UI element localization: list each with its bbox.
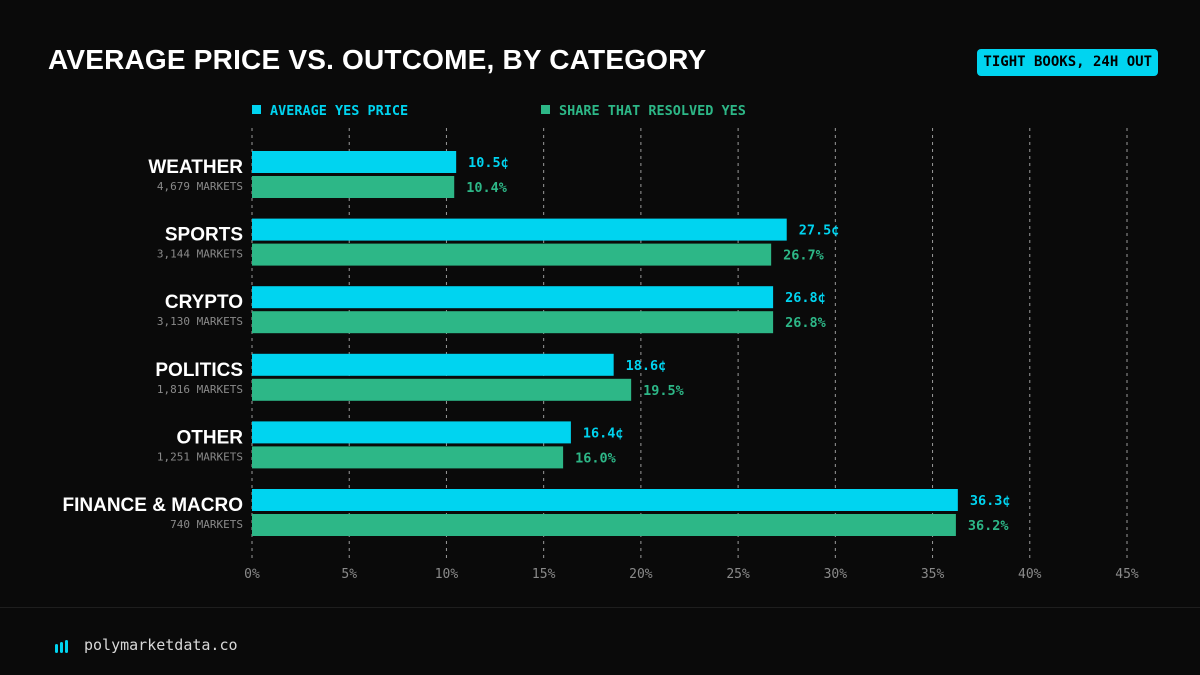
category-label: POLITICS bbox=[155, 360, 243, 381]
data-label: 10.4% bbox=[466, 180, 508, 196]
legend-label-2: SHARE THAT RESOLVED YES bbox=[559, 103, 746, 119]
bar-share-resolved-yes bbox=[252, 378, 632, 401]
chart-grid bbox=[251, 128, 1128, 560]
data-label: 26.8% bbox=[785, 315, 827, 331]
x-tick-label: 30% bbox=[824, 567, 848, 582]
category-label: WEATHER bbox=[148, 157, 243, 178]
category-label: SPORTS bbox=[165, 225, 243, 246]
footer-divider bbox=[0, 607, 1200, 608]
x-tick-label: 40% bbox=[1018, 567, 1042, 582]
legend-swatch-2 bbox=[541, 105, 550, 114]
bar-share-resolved-yes bbox=[252, 243, 772, 266]
chart-labels: WEATHER 4,679 MARKETS 10.5¢ 10.4% SPORTS 3,14… bbox=[63, 155, 1011, 534]
data-label: 10.5¢ bbox=[468, 155, 509, 171]
data-label: 27.5¢ bbox=[799, 223, 840, 239]
x-tick-label: 0% bbox=[244, 567, 260, 582]
category-market-count: 3,130 MARKETS bbox=[157, 315, 243, 328]
data-label: 18.6¢ bbox=[626, 358, 667, 374]
bar-chart-logo-icon bbox=[55, 640, 68, 653]
x-tick-label: 20% bbox=[629, 567, 653, 582]
chart-bars bbox=[252, 151, 958, 536]
category-label: OTHER bbox=[177, 427, 244, 448]
x-tick-label: 35% bbox=[921, 567, 945, 582]
chart-legend: AVERAGE YES PRICE SHARE THAT RESOLVED YES bbox=[252, 103, 746, 119]
data-label: 36.3¢ bbox=[970, 493, 1011, 509]
x-tick-label: 10% bbox=[435, 567, 459, 582]
legend-label-1: AVERAGE YES PRICE bbox=[270, 103, 408, 119]
data-label: 36.2% bbox=[968, 518, 1010, 534]
bar-chart: AVERAGE YES PRICE SHARE THAT RESOLVED YES… bbox=[63, 103, 1139, 582]
bar-share-resolved-yes bbox=[252, 446, 564, 469]
data-label: 19.5% bbox=[643, 383, 685, 399]
category-market-count: 1,816 MARKETS bbox=[157, 383, 243, 396]
x-axis: 0% 5% 10% 15% 20% 25% 30% 35% 40% 45% bbox=[244, 567, 1139, 582]
x-tick-label: 25% bbox=[726, 567, 750, 582]
x-tick-label: 5% bbox=[341, 567, 357, 582]
bar-average-yes-price bbox=[252, 218, 787, 241]
category-market-count: 740 MARKETS bbox=[170, 518, 243, 531]
bar-share-resolved-yes bbox=[252, 514, 956, 536]
bar-share-resolved-yes bbox=[252, 176, 455, 198]
x-tick-label: 45% bbox=[1115, 567, 1139, 582]
data-label: 16.0% bbox=[575, 450, 617, 466]
filter-badge: TIGHT BOOKS, 24H OUT bbox=[977, 49, 1158, 76]
bar-average-yes-price bbox=[252, 353, 614, 376]
brand-name: polymarketdata.co bbox=[84, 636, 238, 654]
bar-average-yes-price bbox=[252, 151, 457, 173]
bar-average-yes-price bbox=[252, 421, 571, 444]
category-market-count: 4,679 MARKETS bbox=[157, 180, 243, 193]
category-label: CRYPTO bbox=[165, 292, 243, 313]
bar-average-yes-price bbox=[252, 286, 774, 309]
legend-swatch-1 bbox=[252, 105, 261, 114]
chart-title: AVERAGE PRICE VS. OUTCOME, BY CATEGORY bbox=[48, 44, 707, 75]
data-label: 26.7% bbox=[783, 248, 825, 264]
data-label: 16.4¢ bbox=[583, 425, 624, 441]
bar-share-resolved-yes bbox=[252, 311, 774, 334]
data-label: 26.8¢ bbox=[785, 290, 826, 306]
category-label: FINANCE & MACRO bbox=[63, 495, 244, 516]
x-tick-label: 15% bbox=[532, 567, 556, 582]
category-market-count: 1,251 MARKETS bbox=[157, 450, 243, 463]
bar-average-yes-price bbox=[252, 489, 958, 511]
category-market-count: 3,144 MARKETS bbox=[157, 248, 243, 261]
